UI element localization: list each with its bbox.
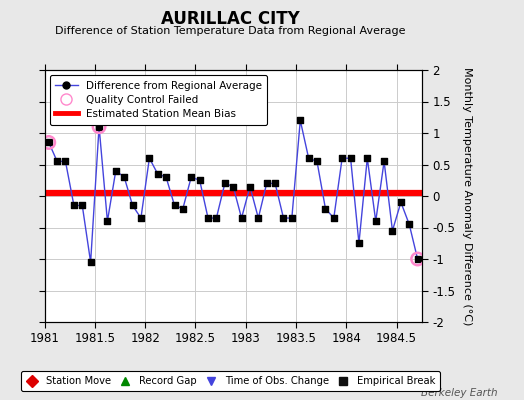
Point (363, 155, 372, 161)
Point (95, 124, 103, 130)
Point (388, 228, 397, 234)
Point (103, 218, 112, 224)
Point (380, 158, 388, 164)
Point (187, 174, 195, 180)
Legend: Difference from Regional Average, Quality Control Failed, Estimated Station Mean: Difference from Regional Average, Qualit… (50, 75, 267, 125)
Point (330, 215, 338, 221)
Point (53, 158, 61, 164)
Point (405, 221, 413, 228)
Text: Difference of Station Temperature Data from Regional Average: Difference of Station Temperature Data f… (56, 26, 406, 36)
Y-axis label: Monthly Temperature Anomaly Difference (°C): Monthly Temperature Anomaly Difference (… (462, 67, 472, 325)
Point (204, 215, 212, 221)
Point (237, 215, 246, 221)
Text: Berkeley Earth: Berkeley Earth (421, 388, 498, 398)
Point (355, 240, 363, 246)
Point (120, 174, 128, 180)
Legend: Station Move, Record Gap, Time of Obs. Change, Empirical Break: Station Move, Record Gap, Time of Obs. C… (21, 371, 440, 391)
Point (45, 139, 53, 146)
Point (271, 180, 279, 186)
Point (313, 158, 321, 164)
Point (397, 199, 405, 206)
Point (154, 171, 162, 177)
Point (254, 215, 263, 221)
Point (170, 202, 179, 209)
Point (279, 215, 288, 221)
Point (86, 259, 95, 265)
Point (179, 206, 187, 212)
Point (162, 174, 170, 180)
Point (112, 168, 120, 174)
Point (321, 206, 330, 212)
Point (288, 215, 296, 221)
Point (413, 256, 422, 262)
Point (145, 155, 154, 161)
Point (263, 180, 271, 186)
Point (128, 202, 137, 209)
Point (45, 139, 53, 146)
Point (296, 117, 304, 124)
Point (195, 177, 204, 184)
Point (137, 215, 145, 221)
Point (346, 155, 355, 161)
Point (246, 183, 254, 190)
Point (95, 124, 103, 130)
Point (338, 155, 346, 161)
Point (61, 158, 70, 164)
Text: AURILLAC CITY: AURILLAC CITY (161, 10, 300, 28)
Point (78, 202, 86, 209)
Point (304, 155, 313, 161)
Point (70, 202, 78, 209)
Point (221, 180, 229, 186)
Point (212, 215, 221, 221)
Point (413, 256, 422, 262)
Point (229, 183, 237, 190)
Point (372, 218, 380, 224)
